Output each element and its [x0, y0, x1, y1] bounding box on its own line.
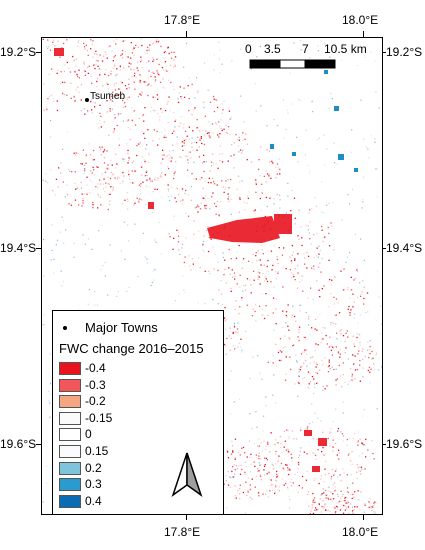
increase-patch-6 [354, 168, 358, 172]
legend-entry-label: -0.3 [85, 377, 106, 392]
tick-bottom-1 [186, 514, 187, 520]
scale-bar-outline [249, 59, 336, 69]
legend-swatch [59, 494, 81, 508]
decrease-patch-south-3 [312, 466, 320, 472]
scale-bar-seg-3 [305, 60, 335, 68]
bottom-lon-label-2: 18.0°E [342, 525, 379, 539]
right-lat-label-1: 19.2°S [386, 45, 423, 59]
increase-patch-3 [324, 70, 328, 74]
tsumeb-town-dot [85, 98, 89, 102]
right-lat-label-3: 19.6°S [386, 437, 423, 451]
town-dot-icon [63, 326, 67, 330]
decrease-patch-nw [54, 48, 64, 56]
decrease-patch-west [148, 202, 154, 209]
scale-label-1: 3.5 [264, 42, 281, 56]
scale-label-3: 10.5 km [324, 42, 367, 56]
legend-swatch [59, 411, 81, 425]
tick-top-1 [186, 31, 187, 37]
legend-title: FWC change 2016–2015 [59, 341, 204, 356]
legend-entry-label: 0 [85, 427, 92, 442]
legend-swatch [59, 362, 81, 375]
decrease-patch-south-1 [304, 430, 312, 436]
scale-bar [249, 59, 336, 69]
tick-right-1 [382, 52, 386, 53]
tick-left-1 [36, 52, 41, 53]
scale-label-2: 7 [302, 42, 309, 56]
tsumeb-town-label: Tsumeb [90, 91, 126, 102]
tick-left-2 [36, 248, 41, 249]
tick-right-2 [382, 248, 386, 249]
decrease-patches [54, 48, 327, 472]
legend-swatch [59, 478, 81, 492]
left-lat-label-2: 19.4°S [0, 241, 37, 255]
scale-label-0: 0 [245, 42, 252, 56]
increase-patch-2 [338, 154, 344, 160]
map-frame: 0 3.5 7 10.5 km Tsumeb Major Towns FWC c… [41, 37, 383, 515]
scale-bar-seg-1 [250, 60, 280, 68]
tick-right-3 [382, 444, 386, 445]
north-arrow-icon [171, 452, 203, 497]
left-lat-label-3: 19.6°S [0, 437, 37, 451]
legend-towns-label: Major Towns [85, 320, 158, 335]
scale-bar-seg-2 [279, 59, 306, 69]
left-lat-label-1: 19.2°S [0, 45, 37, 59]
decrease-patch-large [274, 214, 292, 234]
legend-swatch [59, 461, 81, 475]
legend-swatch [59, 445, 81, 458]
tick-left-3 [36, 444, 41, 445]
increase-patch-1 [334, 106, 339, 111]
increase-patches [270, 70, 358, 172]
legend-swatch [59, 395, 81, 409]
right-lat-label-2: 19.4°S [386, 241, 423, 255]
tick-bottom-2 [363, 514, 364, 520]
legend-swatch [59, 378, 81, 392]
legend-entry-label: 0.4 [85, 493, 102, 508]
increase-patch-5 [292, 152, 296, 156]
legend-entry-label: -0.15 [85, 410, 113, 425]
decrease-patch-south-2 [318, 438, 327, 446]
legend-entry-label: 0.3 [85, 477, 102, 492]
legend: Major Towns FWC change 2016–2015 -0.4 -0.… [52, 310, 224, 514]
tick-top-2 [363, 31, 364, 37]
decrease-patch-ridge [207, 216, 280, 243]
legend-entry-label: 0.2 [85, 460, 102, 475]
top-lon-label-1: 17.8°E [164, 13, 201, 27]
legend-entry-label: 0.15 [85, 444, 109, 458]
increase-patch-4 [270, 144, 274, 149]
top-lon-label-2: 18.0°E [342, 13, 379, 27]
bottom-lon-label-1: 17.8°E [164, 525, 201, 539]
legend-entry-label: -0.2 [85, 394, 106, 409]
legend-entry-label: -0.4 [85, 361, 106, 375]
legend-swatch [59, 428, 81, 442]
